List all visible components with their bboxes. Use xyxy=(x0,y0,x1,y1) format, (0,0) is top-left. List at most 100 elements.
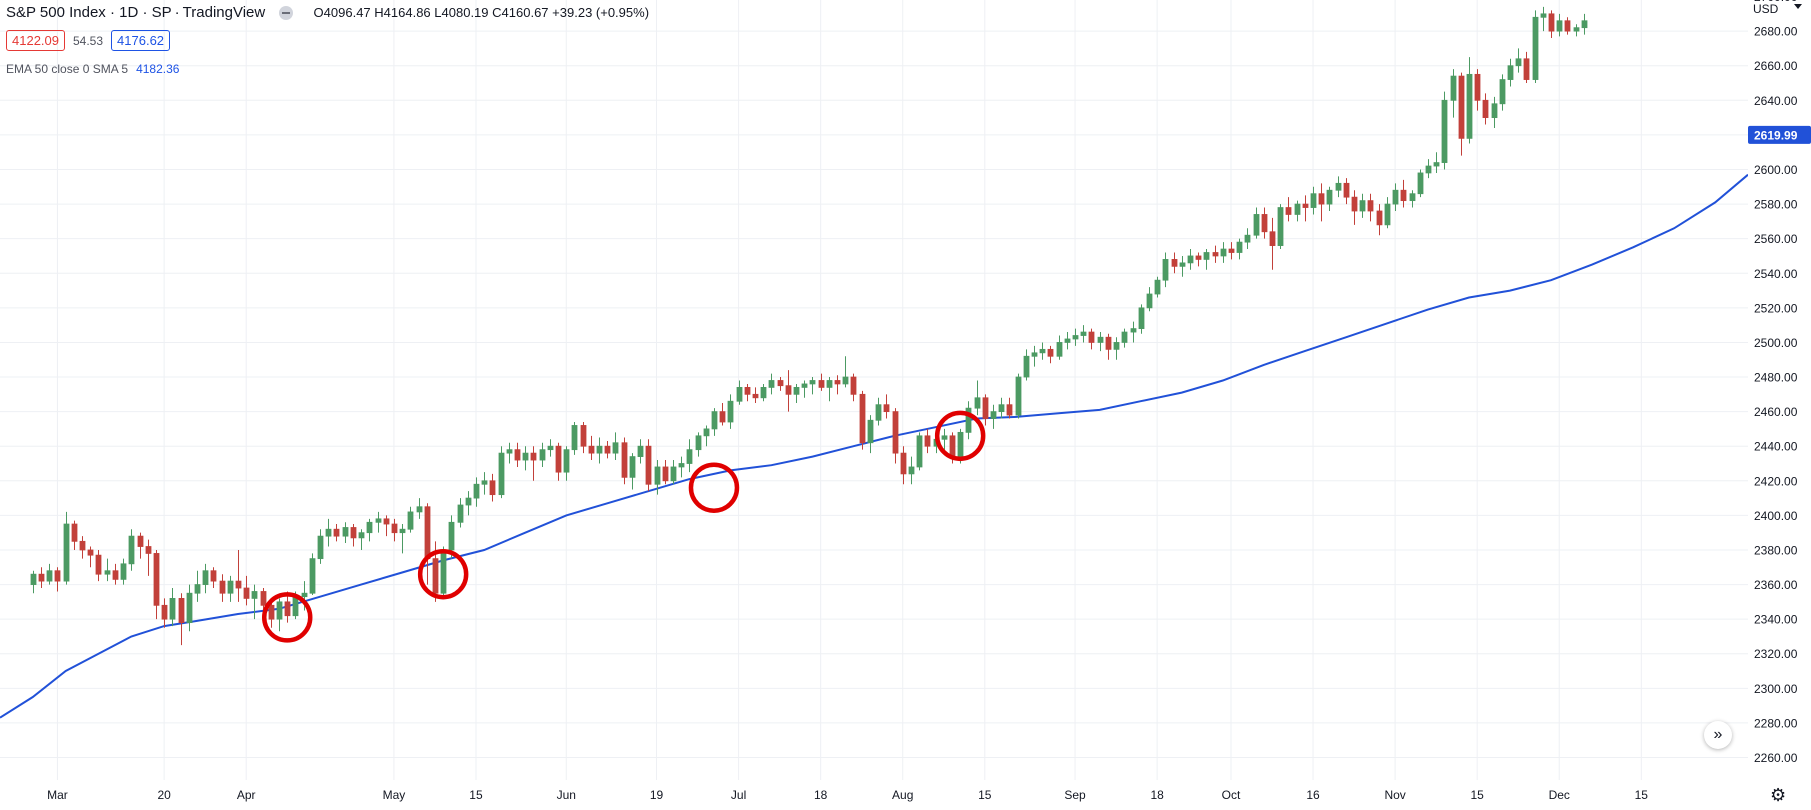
candle-body xyxy=(235,580,242,589)
time-tick-label: Apr xyxy=(237,788,256,802)
candle-body xyxy=(465,497,472,506)
candle xyxy=(530,446,537,481)
candle-body xyxy=(1376,210,1383,226)
candle xyxy=(875,397,882,426)
candle-body xyxy=(1367,200,1374,212)
legend-menu-icon[interactable] xyxy=(279,6,294,21)
candle xyxy=(79,536,86,559)
candle-body xyxy=(1244,234,1251,243)
candle-body xyxy=(145,546,152,554)
candle xyxy=(785,370,792,412)
candle-body xyxy=(1023,355,1030,378)
candle xyxy=(383,515,390,537)
candle-body xyxy=(1269,231,1276,246)
symbol-title[interactable]: S&P 500 Index · 1D · SP xyxy=(6,4,172,21)
candle-body xyxy=(514,449,521,461)
highlight-circle xyxy=(417,548,469,600)
candle-body xyxy=(1031,352,1038,357)
candle xyxy=(752,387,759,403)
symbol-legend: S&P 500 Index · 1D · SP · TradingView O409… xyxy=(6,4,649,21)
candle xyxy=(1179,255,1186,277)
candle-body xyxy=(1088,331,1095,343)
scroll-to-realtime-button[interactable]: » xyxy=(1704,721,1732,749)
candle xyxy=(342,522,349,544)
time-tick-label: 20 xyxy=(157,788,171,802)
candle-body xyxy=(95,554,102,575)
candle-body xyxy=(1195,255,1202,260)
candle xyxy=(161,598,168,628)
candle-body xyxy=(539,449,546,461)
candle xyxy=(974,380,981,416)
data-source: TradingView xyxy=(182,4,266,21)
candle-body xyxy=(30,573,37,585)
candle-body xyxy=(202,570,209,585)
candle-body xyxy=(161,604,168,620)
candle-body xyxy=(424,506,431,560)
candle xyxy=(202,563,209,594)
candle xyxy=(276,598,283,632)
price-tick-label: 2420.00 xyxy=(1754,474,1798,488)
candle-body xyxy=(990,411,997,419)
price-tick-label: 2380.00 xyxy=(1754,543,1798,557)
candle-body xyxy=(1466,73,1473,139)
candle-body xyxy=(416,506,423,513)
candle xyxy=(1540,6,1547,32)
candle xyxy=(1228,242,1235,260)
candle xyxy=(145,539,152,576)
price-tick-label: 2460.00 xyxy=(1754,405,1798,419)
candle-body xyxy=(974,397,981,409)
time-axis[interactable]: Mar 20 Apr May 15 Jun 19 Jul 18 Aug 15 Sep 18 Oct 16 No… xyxy=(0,780,1811,810)
candle-body xyxy=(473,483,480,499)
candle xyxy=(30,570,37,594)
candle-body xyxy=(375,518,382,523)
candle-body xyxy=(555,445,562,473)
indicator-legend[interactable]: EMA 50 close 0 SMA 5 4182.36 xyxy=(6,62,179,76)
price-axis[interactable]: 2260.00 2280.00 2300.00 2320.00 2340.00 2360.… xyxy=(1748,0,1811,810)
candle-body xyxy=(580,425,587,447)
currency-label[interactable]: USD xyxy=(1753,2,1779,16)
sell-price[interactable]: 4122.09 xyxy=(6,30,65,51)
candle xyxy=(727,394,734,429)
candle xyxy=(883,394,890,419)
candle-body xyxy=(498,452,505,496)
settings-gear-icon[interactable]: ⚙ xyxy=(1770,785,1787,805)
change-value: +39.23 (+0.95%) xyxy=(552,5,650,20)
time-tick-label: Jun xyxy=(557,788,576,802)
candle xyxy=(1548,10,1555,39)
candle xyxy=(924,428,931,454)
candle-body xyxy=(366,521,373,534)
candle-body xyxy=(1532,16,1539,80)
candle-body xyxy=(949,435,956,457)
candle xyxy=(990,404,997,429)
candle xyxy=(916,432,923,471)
candle xyxy=(522,446,529,471)
candle-body xyxy=(998,404,1005,413)
candle xyxy=(416,498,423,519)
candle-body xyxy=(834,380,841,385)
time-tick-label: Aug xyxy=(892,788,913,802)
grid-lines xyxy=(0,0,1748,780)
currency-dropdown-icon[interactable] xyxy=(1794,4,1802,9)
candle-body xyxy=(908,466,915,475)
candle-body xyxy=(1515,58,1522,67)
candle-body xyxy=(1433,162,1440,167)
buy-price[interactable]: 4176.62 xyxy=(111,30,171,51)
candle xyxy=(128,529,135,571)
candle-body xyxy=(900,452,907,475)
candle xyxy=(908,456,915,485)
candle-body xyxy=(892,411,899,454)
candle xyxy=(120,558,127,585)
candle-body xyxy=(965,407,972,433)
candle xyxy=(1261,207,1268,239)
candle-body xyxy=(530,452,537,461)
candle xyxy=(391,518,398,542)
candle-body xyxy=(801,383,808,388)
time-axis-panel xyxy=(0,780,1811,810)
candle xyxy=(941,428,948,450)
candle-body xyxy=(1359,200,1366,212)
candle xyxy=(1072,328,1079,346)
time-tick-label: 18 xyxy=(1150,788,1164,802)
time-tick-label: Dec xyxy=(1549,788,1570,802)
price-tick-label: 2700.00 xyxy=(1754,0,1798,4)
